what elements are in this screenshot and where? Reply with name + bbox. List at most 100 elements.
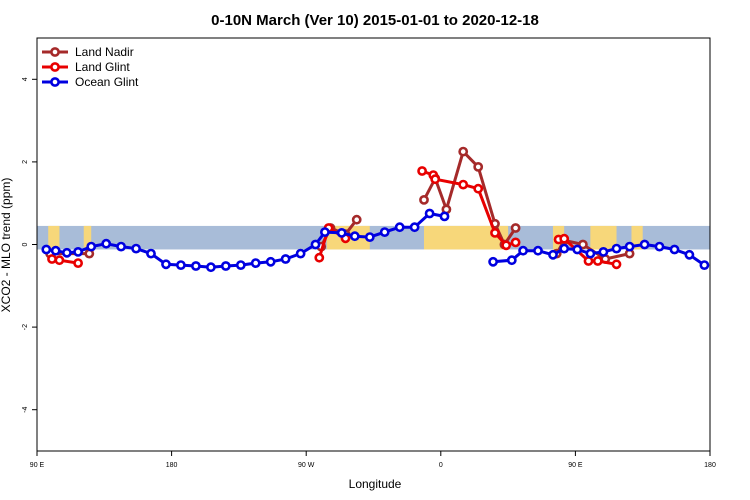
y-axis: -4 -2 0 2 4 bbox=[22, 77, 37, 413]
data-point bbox=[175, 260, 186, 270]
data-point bbox=[190, 261, 201, 271]
data-point bbox=[419, 194, 429, 205]
x-tick-label: 0 bbox=[439, 462, 443, 469]
legend-item: Ocean Glint bbox=[42, 75, 139, 89]
data-point bbox=[473, 183, 484, 194]
x-tick-label: 90 W bbox=[298, 462, 315, 469]
land-patch bbox=[631, 225, 643, 250]
data-point bbox=[161, 259, 171, 270]
y-tick-label: 4 bbox=[22, 77, 29, 81]
data-point bbox=[473, 161, 484, 172]
series-group bbox=[41, 146, 710, 273]
data-point bbox=[295, 248, 306, 259]
data-point bbox=[146, 248, 156, 259]
data-point bbox=[220, 261, 231, 271]
data-point bbox=[559, 233, 570, 244]
data-point bbox=[611, 259, 622, 270]
data-point bbox=[417, 166, 427, 176]
data-point bbox=[458, 179, 469, 190]
chart-title: 0-10N March (Ver 10) 2015-01-01 to 2020-… bbox=[211, 12, 539, 29]
data-point bbox=[73, 246, 83, 257]
legend-label: Ocean Glint bbox=[75, 75, 139, 89]
y-axis-label: XCO2 - MLO trend (ppm) bbox=[0, 178, 13, 313]
data-point bbox=[41, 244, 52, 255]
data-point bbox=[578, 239, 588, 250]
legend-swatch-marker bbox=[50, 62, 60, 72]
data-point bbox=[510, 223, 521, 233]
data-point bbox=[533, 245, 543, 256]
data-point bbox=[458, 146, 469, 157]
legend-swatch-marker bbox=[50, 77, 60, 87]
data-point bbox=[50, 245, 61, 256]
x-tick-label: 90 E bbox=[30, 462, 45, 469]
data-point bbox=[518, 245, 528, 256]
legend-label: Land Nadir bbox=[75, 45, 134, 59]
data-point bbox=[349, 231, 360, 242]
data-point bbox=[54, 255, 65, 266]
data-point bbox=[611, 243, 622, 254]
data-point bbox=[654, 241, 665, 252]
x-tick-label: 180 bbox=[704, 462, 716, 469]
data-point bbox=[47, 254, 57, 264]
land-patch bbox=[590, 225, 617, 250]
data-point bbox=[572, 244, 583, 255]
data-point bbox=[424, 208, 435, 219]
data-point bbox=[559, 243, 570, 254]
data-point bbox=[490, 227, 500, 238]
data-point bbox=[250, 258, 261, 268]
data-point bbox=[336, 227, 347, 238]
data-point bbox=[379, 227, 390, 237]
data-point bbox=[310, 239, 321, 250]
land-patch bbox=[48, 225, 60, 250]
data-point bbox=[73, 258, 83, 268]
data-point bbox=[62, 247, 72, 258]
data-point bbox=[639, 239, 650, 250]
data-point bbox=[205, 262, 216, 273]
data-point bbox=[430, 174, 441, 185]
data-point bbox=[624, 241, 635, 252]
data-point bbox=[131, 243, 141, 254]
land-patch bbox=[83, 225, 92, 250]
data-point bbox=[506, 255, 517, 266]
data-point bbox=[116, 241, 126, 252]
data-point bbox=[351, 214, 362, 225]
x-axis: 90 E 180 90 W 0 90 E 180 bbox=[30, 451, 716, 469]
y-tick-label: 0 bbox=[22, 242, 29, 246]
series-ocean-glint bbox=[41, 208, 710, 273]
data-point bbox=[235, 260, 246, 270]
data-point bbox=[548, 249, 558, 260]
legend-swatch-marker bbox=[50, 47, 60, 57]
land-patch bbox=[423, 225, 509, 250]
data-point bbox=[265, 256, 276, 267]
y-tick-label: -4 bbox=[22, 406, 29, 412]
data-point bbox=[592, 256, 603, 266]
data-point bbox=[439, 211, 450, 222]
x-axis-label: Longitude bbox=[349, 477, 402, 491]
legend-item: Land Glint bbox=[42, 60, 130, 74]
data-point bbox=[583, 256, 594, 266]
y-tick-label: 2 bbox=[22, 160, 29, 164]
data-point bbox=[585, 248, 596, 259]
data-point bbox=[86, 241, 97, 252]
data-point bbox=[101, 238, 112, 249]
data-point bbox=[314, 252, 325, 263]
data-point bbox=[501, 240, 512, 251]
data-point bbox=[598, 246, 609, 257]
series-line bbox=[492, 243, 706, 267]
legend-label: Land Glint bbox=[75, 60, 130, 74]
legend-item: Land Nadir bbox=[42, 45, 134, 59]
y-tick-label: -2 bbox=[22, 324, 29, 330]
data-point bbox=[684, 249, 695, 260]
data-point bbox=[409, 222, 420, 233]
x-tick-label: 90 E bbox=[568, 462, 583, 469]
x-tick-label: 180 bbox=[166, 462, 178, 469]
data-point bbox=[510, 237, 521, 248]
data-point bbox=[364, 232, 375, 242]
data-point bbox=[699, 260, 710, 270]
data-point bbox=[669, 244, 680, 255]
data-point bbox=[280, 254, 291, 264]
data-point bbox=[319, 227, 330, 237]
data-point bbox=[488, 256, 498, 267]
